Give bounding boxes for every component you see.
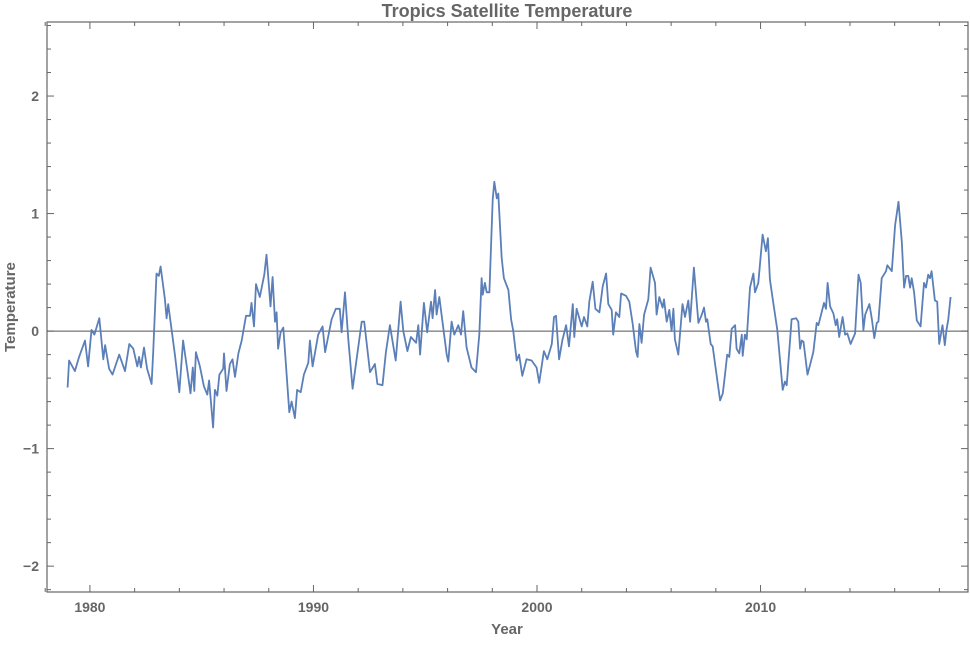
x-tick-label: 2000 [521,599,552,615]
x-tick-label: 1990 [298,599,329,615]
y-tick-label: 1 [31,206,39,222]
y-tick-label: −2 [23,558,39,574]
x-tick-label: 2010 [745,599,776,615]
y-tick-label: −1 [23,441,39,457]
temperature-series-line [66,180,952,429]
y-tick-labels: −2 −1 0 1 2 [23,88,39,574]
plot-frame [46,21,969,593]
y-axis-label: Temperature [2,262,19,352]
x-tick-labels: 1980 1990 2000 2010 [74,599,776,615]
x-axis-label: Year [491,621,523,638]
x-tick-label: 1980 [74,599,105,615]
y-tick-label: 0 [31,323,39,339]
axis-ticks [44,22,968,592]
y-tick-label: 2 [31,88,39,104]
chart-title: Tropics Satellite Temperature [382,1,633,21]
